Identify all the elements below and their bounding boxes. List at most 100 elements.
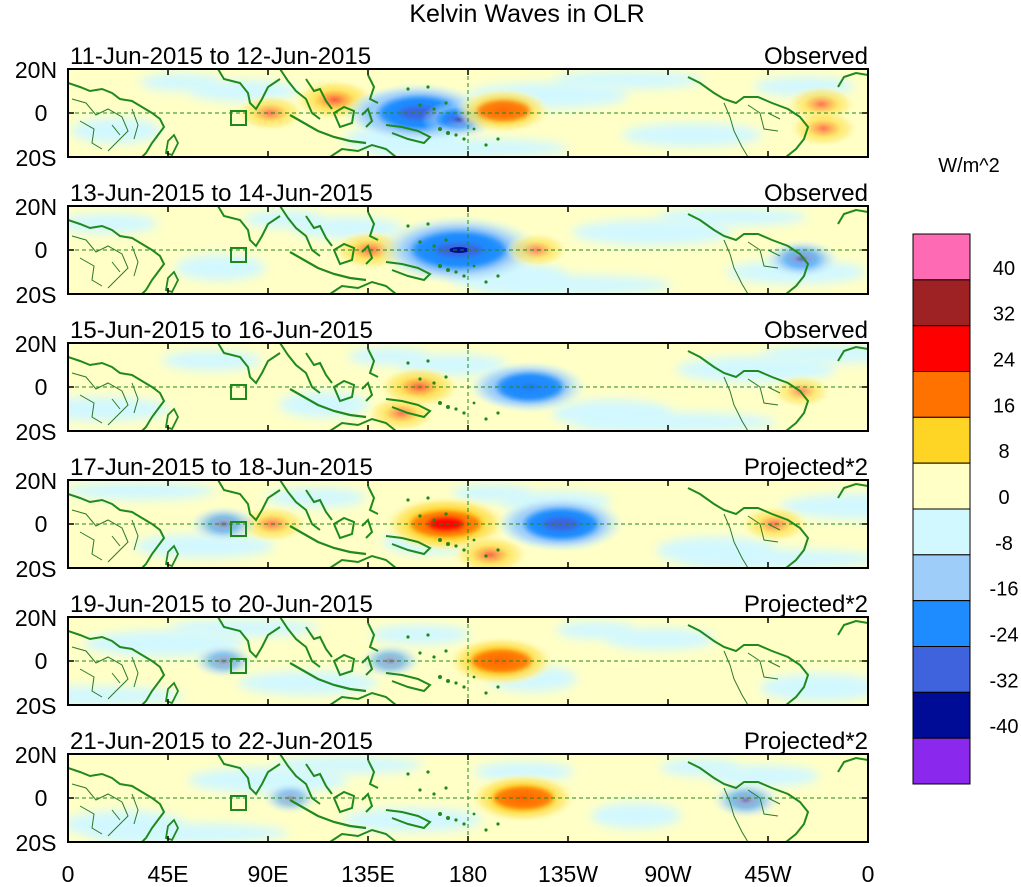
colorbar-label: 0 bbox=[998, 487, 1009, 509]
background-anomaly bbox=[266, 487, 366, 508]
lon-tick-label: 45E bbox=[148, 861, 189, 887]
colorbar-label: -32 bbox=[990, 670, 1019, 692]
lat-tick-label: 20S bbox=[16, 693, 57, 719]
background-anomaly bbox=[472, 275, 672, 294]
colorbar-swatch bbox=[912, 279, 971, 327]
units-label: W/m^2 bbox=[938, 155, 1000, 177]
lat-tick-label: 0 bbox=[35, 100, 48, 126]
background-anomaly bbox=[348, 347, 428, 366]
lat-tick-label: 20N bbox=[15, 194, 57, 220]
positive-anomaly bbox=[505, 232, 569, 268]
lat-tick-label: 20S bbox=[16, 830, 57, 856]
panels: 20N 0 20S 11-Jun-2015 to 12-Jun-2015 Observe… bbox=[15, 43, 869, 856]
background-anomaly bbox=[680, 549, 868, 568]
background-anomaly bbox=[657, 208, 807, 226]
colorbar-swatch bbox=[912, 600, 971, 648]
map-panel: 20N 0 20S 15-Jun-2015 to 16-Jun-2015 Observe… bbox=[15, 317, 869, 445]
background-anomaly bbox=[452, 484, 532, 503]
colorbar-swatch bbox=[912, 554, 971, 602]
colorbar-swatch bbox=[912, 371, 971, 418]
colorbar-swatch bbox=[912, 508, 971, 556]
lon-tick-label: 90E bbox=[248, 861, 289, 887]
map-panel: 20N 0 20S 13-Jun-2015 to 14-Jun-2015 Observe… bbox=[15, 180, 869, 308]
panel-kind-label: Observed bbox=[764, 317, 868, 344]
lat-tick-label: 20S bbox=[16, 419, 57, 445]
background-anomaly bbox=[556, 621, 636, 640]
colorbar-swatch bbox=[912, 691, 971, 739]
map-panel: 20N 0 20S 17-Jun-2015 to 18-Jun-2015 Project… bbox=[15, 454, 869, 582]
background-anomaly bbox=[169, 619, 319, 637]
lat-tick-label: 0 bbox=[35, 237, 48, 263]
background-anomaly bbox=[238, 671, 378, 695]
colorbar-label: 8 bbox=[998, 441, 1009, 463]
panel-kind-label: Projected*2 bbox=[744, 454, 868, 481]
map-panel: 20N 0 20S 19-Jun-2015 to 20-Jun-2015 Project… bbox=[15, 591, 869, 719]
lon-tick-label: 45W bbox=[744, 861, 792, 887]
panel-date-range: 11-Jun-2015 to 12-Jun-2015 bbox=[70, 43, 371, 70]
lat-tick-label: 20N bbox=[15, 742, 57, 768]
panel-date-range: 21-Jun-2015 to 22-Jun-2015 bbox=[70, 728, 373, 755]
background-anomaly bbox=[175, 254, 265, 281]
colorbar-swatch bbox=[912, 737, 971, 785]
figure-title: Kelvin Waves in OLR bbox=[409, 0, 644, 28]
background-anomaly bbox=[370, 624, 470, 645]
lon-tick-label: 0 bbox=[862, 861, 875, 887]
negative-anomaly bbox=[763, 239, 840, 279]
lat-tick-label: 20S bbox=[16, 282, 57, 308]
panel-kind-label: Observed bbox=[764, 180, 868, 207]
lat-tick-label: 20S bbox=[16, 145, 57, 171]
lat-tick-label: 0 bbox=[35, 648, 48, 674]
lat-tick-label: 20N bbox=[15, 57, 57, 83]
colorbar-label: -8 bbox=[995, 533, 1013, 555]
lat-tick-label: 0 bbox=[35, 511, 48, 537]
lon-tick-label: 90W bbox=[644, 861, 692, 887]
lat-tick-label: 20N bbox=[15, 468, 57, 494]
background-anomaly bbox=[572, 219, 732, 246]
panel-date-range: 19-Jun-2015 to 20-Jun-2015 bbox=[70, 591, 373, 618]
background-anomaly bbox=[553, 71, 703, 89]
anomaly-core bbox=[471, 649, 532, 673]
lat-tick-label: 0 bbox=[35, 374, 48, 400]
lat-tick-label: 20N bbox=[15, 331, 57, 357]
colorbar-swatch bbox=[912, 416, 971, 464]
background-anomaly bbox=[244, 210, 324, 229]
colorbar-label: 24 bbox=[993, 350, 1015, 372]
background-anomaly bbox=[622, 123, 762, 147]
negative-anomaly bbox=[261, 781, 319, 815]
panel-date-range: 15-Jun-2015 to 16-Jun-2015 bbox=[70, 317, 373, 344]
colorbar-label: 40 bbox=[993, 258, 1015, 280]
anomaly-peak bbox=[427, 518, 464, 530]
colorbar-swatch bbox=[912, 462, 971, 510]
lon-tick-label: 0 bbox=[62, 861, 75, 887]
positive-anomaly bbox=[235, 94, 306, 132]
background-anomaly bbox=[88, 823, 288, 842]
background-anomaly bbox=[68, 213, 158, 234]
background-anomaly bbox=[576, 412, 776, 431]
longitude-axis: 0 45E 90E 135E 180 135W 90W 45W 0 bbox=[62, 861, 875, 887]
background-anomaly bbox=[162, 350, 262, 371]
background-anomaly bbox=[279, 391, 369, 418]
background-anomaly bbox=[68, 686, 184, 705]
lon-tick-label: 180 bbox=[449, 861, 487, 887]
colorbar-label: 16 bbox=[993, 395, 1015, 417]
lat-tick-label: 20S bbox=[16, 556, 57, 582]
colorbar-swatch bbox=[912, 646, 971, 693]
anomaly-core bbox=[477, 100, 530, 122]
background-anomaly bbox=[68, 482, 215, 500]
anomaly-max bbox=[449, 247, 470, 253]
lon-tick-label: 135E bbox=[341, 861, 395, 887]
positive-anomaly bbox=[739, 505, 810, 543]
lon-tick-label: 135W bbox=[538, 861, 598, 887]
lat-tick-label: 20N bbox=[15, 605, 57, 631]
colorbar: 40 32 24 16 8 0 -8 -16 -24 -32 -40 bbox=[912, 233, 1019, 785]
panel-date-range: 13-Jun-2015 to 14-Jun-2015 bbox=[70, 180, 373, 207]
panel-kind-label: Observed bbox=[764, 43, 868, 70]
background-anomaly bbox=[273, 756, 423, 774]
colorbar-label: -16 bbox=[990, 579, 1019, 601]
map-panel: 20N 0 20S 21-Jun-2015 to 22-Jun-2015 Project… bbox=[15, 728, 869, 856]
colorbar-swatch bbox=[912, 233, 971, 281]
background-anomaly bbox=[591, 802, 681, 829]
positive-anomaly bbox=[788, 109, 859, 147]
panel-kind-label: Projected*2 bbox=[744, 728, 868, 755]
